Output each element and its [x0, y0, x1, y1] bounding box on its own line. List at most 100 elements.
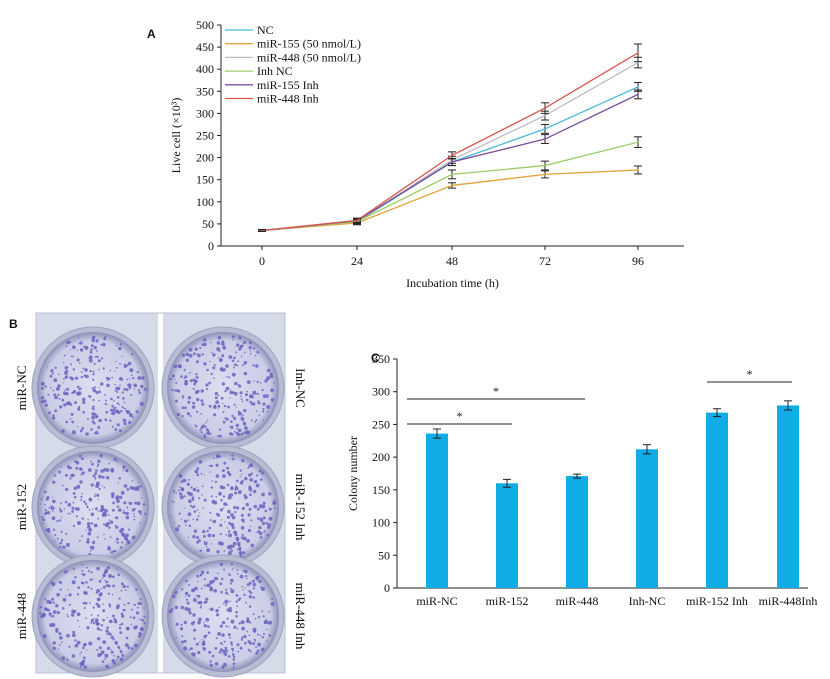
- colony-dot: [109, 536, 112, 539]
- colony-dot: [101, 475, 105, 479]
- legend-entry: Inh NC: [257, 64, 293, 78]
- legend-entry: NC: [257, 23, 274, 37]
- colony-dot: [80, 371, 83, 373]
- colony-dot: [236, 506, 240, 510]
- colony-dot: [89, 546, 92, 549]
- colony-dot: [195, 594, 198, 597]
- legend-entry: miR-155 (50 nmol/L): [257, 37, 361, 51]
- colony-dot: [220, 396, 224, 400]
- colony-dot: [123, 401, 125, 404]
- colony-dot: [83, 607, 86, 610]
- colony-dot: [189, 371, 192, 373]
- colony-dot: [263, 530, 266, 533]
- colony-dot: [102, 573, 106, 578]
- colony-dot: [188, 372, 191, 374]
- colony-dot: [48, 506, 51, 509]
- colony-dot: [64, 354, 66, 357]
- colony-dot: [223, 550, 226, 552]
- colony-dot: [122, 418, 127, 423]
- colony-dot: [214, 662, 219, 666]
- colony-dot: [249, 350, 252, 352]
- colony-dot: [241, 473, 243, 476]
- colony-dot: [197, 594, 201, 598]
- colony-dot: [96, 350, 98, 352]
- colony-dot: [225, 591, 228, 595]
- colony-dot: [184, 606, 189, 611]
- colony-dot: [179, 486, 181, 489]
- colony-dot: [210, 342, 212, 344]
- colony-dot: [259, 382, 262, 384]
- colony-dot: [242, 551, 246, 555]
- colony-dot: [77, 619, 79, 622]
- colony-dot: [224, 521, 226, 523]
- colony-dot: [258, 526, 262, 530]
- colony-dot: [173, 364, 178, 369]
- colony-dot: [170, 608, 174, 611]
- colony-dot: [183, 495, 186, 498]
- colony-dot: [225, 588, 228, 591]
- colony-dot: [74, 401, 78, 405]
- colony-dot: [244, 495, 248, 500]
- colony-dot: [256, 507, 260, 511]
- colony-dot: [265, 522, 269, 525]
- colony-dot: [113, 654, 115, 657]
- colony-dot: [76, 484, 81, 489]
- colony-dot: [238, 597, 242, 600]
- colony-dot: [68, 593, 72, 597]
- colony-dot: [110, 412, 113, 415]
- colony-dot: [113, 457, 117, 461]
- colony-dot: [208, 465, 211, 467]
- colony-dot: [109, 520, 114, 524]
- colony-dot: [58, 632, 62, 636]
- colony-dot: [179, 495, 184, 500]
- colony-dot: [227, 655, 231, 658]
- colony-dot: [107, 632, 111, 635]
- colony-dot: [88, 641, 93, 646]
- colony-dot: [97, 510, 100, 512]
- colony-dot: [57, 581, 60, 583]
- colony-dot: [245, 575, 248, 578]
- colony-dot: [139, 522, 141, 524]
- colony-dot: [52, 584, 55, 587]
- colony-dot: [100, 629, 103, 631]
- colony-dot: [49, 623, 53, 627]
- colony-dot: [235, 610, 238, 614]
- colony-dot: [72, 630, 76, 634]
- colony-dot: [88, 509, 91, 511]
- colony-dot: [90, 512, 95, 517]
- colony-dot: [108, 619, 113, 624]
- colony-dot: [100, 343, 103, 346]
- colony-dot: [214, 391, 219, 396]
- colony-dot: [196, 540, 200, 544]
- colony-dot: [249, 341, 252, 345]
- panel-a-letter: A: [147, 27, 156, 41]
- colony-dot: [80, 495, 83, 498]
- colony-dot: [137, 376, 142, 380]
- colony-dot: [135, 487, 139, 491]
- colony-dot: [94, 493, 96, 495]
- colony-dot: [236, 538, 240, 542]
- colony-dot: [116, 541, 119, 544]
- colony-dot: [222, 402, 224, 405]
- colony-dot: [72, 524, 75, 528]
- colony-dot: [77, 521, 81, 525]
- colony-dot: [194, 424, 196, 426]
- colony-dot: [118, 404, 121, 406]
- colony-dot: [200, 587, 203, 590]
- colony-dot: [236, 548, 239, 551]
- colony-dot: [105, 629, 109, 633]
- colony-dot: [110, 650, 114, 654]
- colony-dot: [238, 336, 242, 340]
- colony-dot: [215, 463, 219, 467]
- colony-dot: [196, 397, 200, 402]
- colony-dot: [188, 648, 191, 651]
- colony-dot: [113, 407, 116, 410]
- colony-dot: [123, 511, 126, 515]
- colony-dot: [107, 377, 111, 381]
- colony-dot: [252, 390, 257, 395]
- colony-dot: [99, 508, 103, 513]
- x-tick-label: 96: [632, 254, 644, 268]
- colony-dot: [47, 529, 51, 533]
- colony-dot: [40, 399, 45, 404]
- error-bar: [503, 478, 511, 488]
